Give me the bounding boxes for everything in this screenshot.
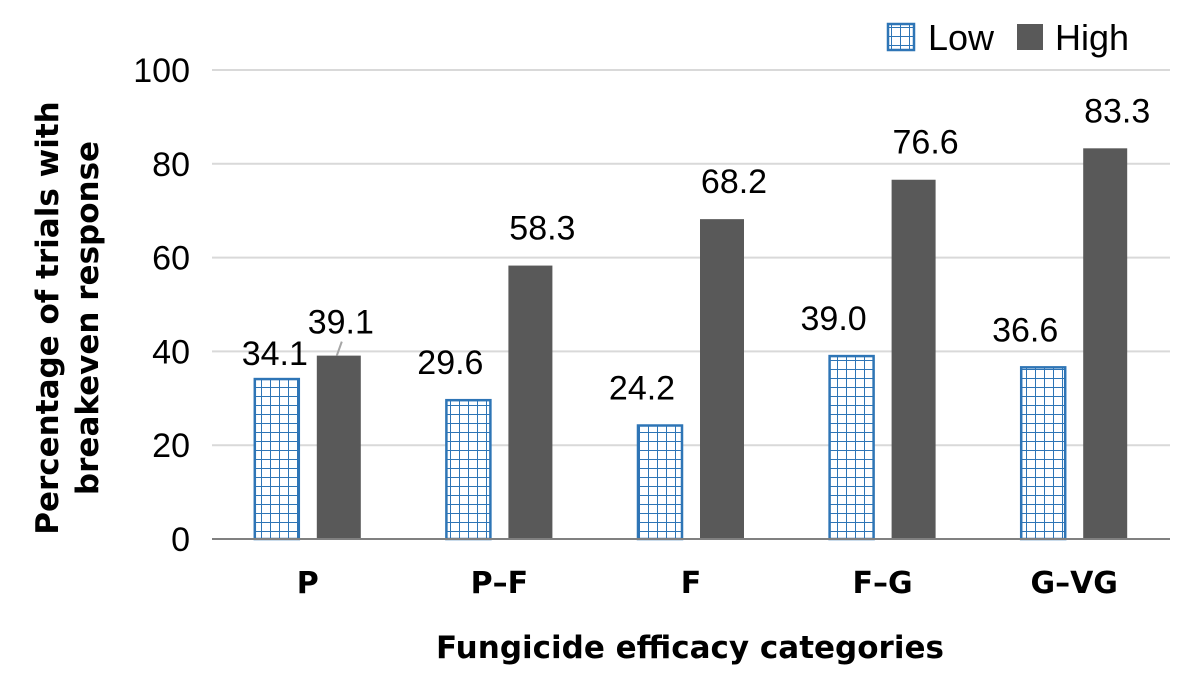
bar-high-1 [316,355,361,539]
y-axis-title-line-2: breakeven response [70,141,106,495]
bar-low-3 [636,424,684,541]
legend-label-low: Low [928,17,995,58]
legend-swatch-high [1017,24,1043,50]
x-category-label: F [681,566,702,601]
bar-low-2 [445,398,492,541]
data-label-high-1: 39.1 [308,304,374,342]
bar-low-1 [253,377,301,541]
data-label-high-5: 83.3 [1084,92,1150,130]
bar-high-3 [700,219,744,539]
y-axis-title-line-1: Percentage of trials with [30,101,66,535]
data-label-high-3: 68.2 [701,163,767,201]
data-label-high-4: 76.6 [893,124,959,162]
y-axis-title: Percentage of trials with breakeven resp… [30,101,106,535]
x-category-label: G–VG [1030,566,1117,601]
data-label-high-2: 58.3 [509,210,575,248]
y-tick-label: 100 [133,52,190,90]
x-category-label: F–G [853,566,913,601]
y-tick-label: 0 [171,521,190,559]
x-category-label: P–F [471,566,528,601]
data-label-low-2: 29.6 [417,344,483,382]
bar-high-2 [508,265,553,539]
x-category-label: P [297,566,319,601]
y-axis-ticks: 0 20 40 60 80 100 [133,52,190,559]
x-axis-categories: P P–F F F–G G–VG [297,566,1118,601]
y-tick-label: 40 [152,333,190,371]
gridlines [212,69,1170,447]
y-tick-label: 60 [152,240,190,278]
bars [253,148,1128,541]
legend-label-high: High [1055,17,1129,58]
y-tick-label: 80 [152,146,190,184]
data-label-low-1: 34.1 [242,335,308,373]
bar-high-5 [1083,148,1128,539]
bar-high-4 [891,179,936,539]
legend: Low High [886,17,1129,58]
x-axis-title: Fungicide efficacy categories [436,630,944,666]
leader-line [335,341,343,356]
data-label-low-3: 24.2 [609,370,675,408]
y-tick-label: 20 [152,427,190,465]
legend-swatch-low [886,22,916,52]
data-labels: 34.139.1 29.6 58.3 24.2 68.2 39.0 76.6 36.6 83.3 [242,92,1151,407]
data-label-low-4: 39.0 [801,300,867,338]
data-label-low-5: 36.6 [992,311,1058,349]
bar-low-4 [828,354,875,541]
bar-low-5 [1019,366,1067,541]
